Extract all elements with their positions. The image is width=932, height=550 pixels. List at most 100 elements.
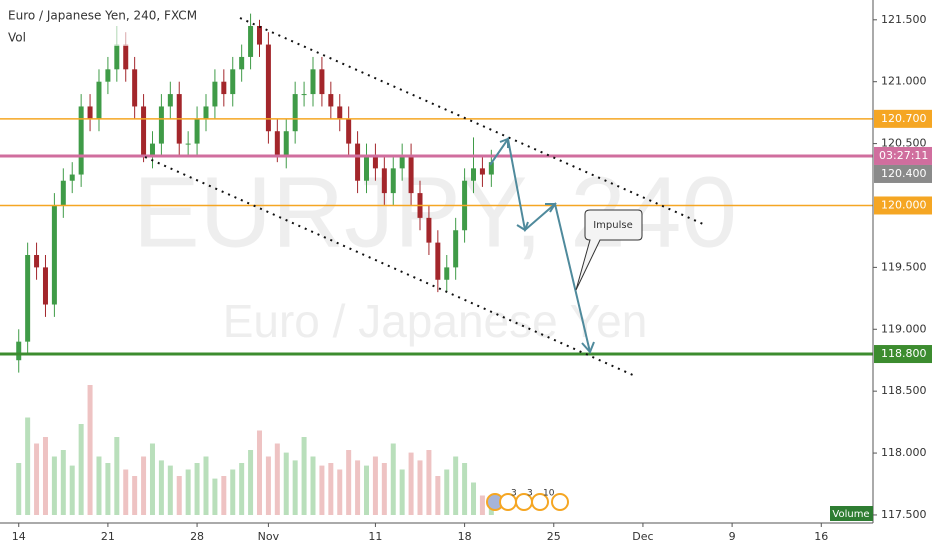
candle-body [408,155,414,194]
volume-bar [274,443,280,515]
candle-body [355,143,361,181]
volume-bar [453,456,459,515]
volume-bar [149,443,155,515]
events: 3 3 10 [486,489,569,511]
candle-body [265,44,271,132]
x-tick-label: 9 [729,530,736,543]
countdown: 03:27:11 [879,149,928,162]
volume-bar [141,456,147,515]
volume-bar [42,437,48,515]
candle-body [132,69,138,107]
candle-body [105,69,111,82]
volume-bar [185,469,191,515]
drawings [144,17,704,377]
y-tick-label: 119.500 [881,260,927,273]
volume-bar [363,465,369,515]
candle-body [78,106,84,175]
volume-bar [337,469,343,515]
volume-bar [381,463,387,515]
candle-body [141,106,147,156]
candle-body [390,168,396,194]
volume-bar [248,450,254,515]
volume-bar [292,460,298,515]
countdown-box [874,146,932,165]
y-tick-label: 121.500 [881,13,927,26]
volume-bar [34,443,40,515]
volume-bar [435,476,441,515]
candle-body [399,155,405,169]
volume-bar [426,450,432,515]
volume-bar [203,456,209,515]
candle-body [319,69,325,95]
volume-bar [444,469,450,515]
volume-bar [158,460,164,515]
x-tick-label: 11 [368,530,382,543]
volume-bar [212,478,218,515]
volume-bar [417,460,423,515]
volume-bar [16,463,22,515]
x-tick-label: 28 [190,530,204,543]
volume-bar [310,456,316,515]
x-tick-label: 16 [814,530,828,543]
candle-body [149,143,155,156]
callout [575,209,643,291]
event-icon [531,493,549,511]
y-tick-label: 118.000 [881,446,927,459]
volume-bar [230,469,236,515]
volume-bar [78,424,84,515]
candle-body [444,267,450,280]
volume-bar [25,417,31,515]
volume-bar [265,456,271,515]
event-icon [551,493,569,511]
trend-line [239,17,704,225]
volume-bar [51,456,57,515]
candle-body [212,81,218,107]
y-tick-label: 118.500 [881,384,927,397]
volume-bar [167,465,173,515]
price-axis [873,0,932,550]
volume-bar [105,463,111,515]
event-count: 3 [527,489,533,499]
volume-bar [372,456,378,515]
candle-body [230,69,236,95]
x-tick-label: Dec [632,530,653,543]
volume-bar [319,465,325,515]
candle-body [479,168,485,175]
volume-badge [830,506,873,521]
candle-body [381,168,387,194]
candle-body [346,118,352,144]
price-label-box [874,345,932,364]
volume-bar [256,430,262,515]
volume-bar [471,482,477,515]
candle-body [301,94,307,96]
volume-bar [194,463,200,515]
price-label: 118.800 [881,347,927,360]
candle-body [194,118,200,144]
candle-body [51,205,57,305]
candle-body [185,143,191,145]
volume-bar [283,452,289,515]
candle-body [239,56,245,70]
current-price-label: 120.400 [881,167,927,180]
candle-body [488,162,494,175]
candle-body [426,217,432,243]
volume-bar [221,476,227,515]
volume-bar [239,463,245,515]
candle-body [248,25,254,57]
price-label: 120.000 [881,198,927,211]
title-bg [0,0,200,46]
candle-body [203,106,209,119]
y-tick-label: 117.500 [881,508,927,521]
candle-body [363,155,369,181]
volume-bar [87,385,93,515]
watermark-sub: Euro / Japanese Yen [223,295,648,347]
x-tick-label: 18 [458,530,472,543]
x-tick-label: 25 [547,530,561,543]
volume-badge-text: Volume [832,509,869,520]
price-label: 120.700 [881,112,927,125]
volume-bar [123,469,129,515]
candle-body [158,106,164,144]
candle-body [292,94,298,132]
volume-bar [399,469,405,515]
